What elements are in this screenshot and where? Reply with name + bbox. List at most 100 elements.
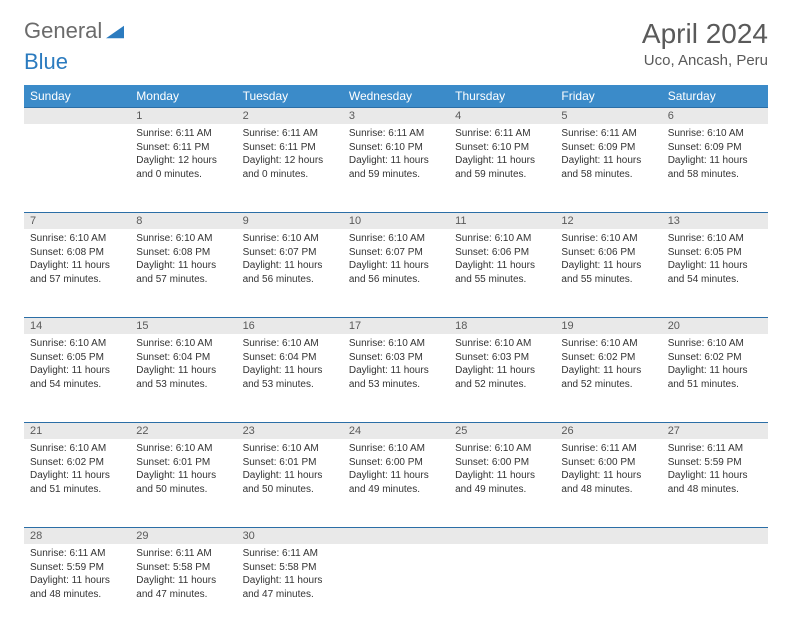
calendar-body: 123456Sunrise: 6:11 AMSunset: 6:11 PMDay…	[24, 107, 768, 632]
day-number: 18	[449, 317, 555, 334]
weekday-header: Sunday	[24, 85, 130, 107]
day-data: Sunrise: 6:10 AMSunset: 6:06 PMDaylight:…	[449, 229, 555, 292]
day-cell: Sunrise: 6:11 AMSunset: 6:10 PMDaylight:…	[343, 124, 449, 212]
day-cell: Sunrise: 6:10 AMSunset: 6:05 PMDaylight:…	[662, 229, 768, 317]
day-data: Sunrise: 6:11 AMSunset: 6:09 PMDaylight:…	[555, 124, 661, 187]
title-block: April 2024 Uco, Ancash, Peru	[642, 18, 768, 69]
day-data: Sunrise: 6:11 AMSunset: 6:11 PMDaylight:…	[237, 124, 343, 187]
logo-text-blue: Blue	[24, 49, 68, 75]
day-cell: Sunrise: 6:10 AMSunset: 6:02 PMDaylight:…	[24, 439, 130, 527]
day-number: 26	[555, 422, 661, 439]
day-data: Sunrise: 6:10 AMSunset: 6:03 PMDaylight:…	[449, 334, 555, 397]
day-number: 1	[130, 107, 236, 124]
day-number: 29	[130, 527, 236, 544]
logo: General	[24, 18, 126, 44]
day-data: Sunrise: 6:11 AMSunset: 5:58 PMDaylight:…	[130, 544, 236, 607]
empty-day	[662, 527, 768, 544]
empty-day	[343, 527, 449, 544]
day-cell: Sunrise: 6:10 AMSunset: 6:01 PMDaylight:…	[237, 439, 343, 527]
day-data: Sunrise: 6:11 AMSunset: 6:10 PMDaylight:…	[449, 124, 555, 187]
day-number: 16	[237, 317, 343, 334]
day-cell: Sunrise: 6:10 AMSunset: 6:01 PMDaylight:…	[130, 439, 236, 527]
day-number: 27	[662, 422, 768, 439]
logo-triangle-icon	[106, 25, 124, 39]
day-cell: Sunrise: 6:10 AMSunset: 6:06 PMDaylight:…	[555, 229, 661, 317]
day-data: Sunrise: 6:10 AMSunset: 6:01 PMDaylight:…	[130, 439, 236, 502]
day-cell	[343, 544, 449, 632]
month-title: April 2024	[642, 18, 768, 50]
weekday-header: Thursday	[449, 85, 555, 107]
day-number: 22	[130, 422, 236, 439]
day-cell: Sunrise: 6:10 AMSunset: 6:03 PMDaylight:…	[449, 334, 555, 422]
empty-day	[555, 527, 661, 544]
day-number: 8	[130, 212, 236, 229]
day-data: Sunrise: 6:10 AMSunset: 6:05 PMDaylight:…	[24, 334, 130, 397]
empty-day	[24, 107, 130, 124]
day-cell: Sunrise: 6:10 AMSunset: 6:08 PMDaylight:…	[24, 229, 130, 317]
day-cell: Sunrise: 6:10 AMSunset: 6:02 PMDaylight:…	[662, 334, 768, 422]
day-cell: Sunrise: 6:11 AMSunset: 6:00 PMDaylight:…	[555, 439, 661, 527]
day-data: Sunrise: 6:10 AMSunset: 6:02 PMDaylight:…	[662, 334, 768, 397]
day-data: Sunrise: 6:10 AMSunset: 6:08 PMDaylight:…	[130, 229, 236, 292]
day-number: 4	[449, 107, 555, 124]
day-number: 24	[343, 422, 449, 439]
day-data: Sunrise: 6:11 AMSunset: 5:58 PMDaylight:…	[237, 544, 343, 607]
day-number: 19	[555, 317, 661, 334]
day-number: 3	[343, 107, 449, 124]
day-number: 20	[662, 317, 768, 334]
day-number: 5	[555, 107, 661, 124]
day-data: Sunrise: 6:10 AMSunset: 6:00 PMDaylight:…	[449, 439, 555, 502]
day-cell: Sunrise: 6:10 AMSunset: 6:00 PMDaylight:…	[343, 439, 449, 527]
day-number: 15	[130, 317, 236, 334]
logo-text-gray: General	[24, 18, 102, 44]
day-number: 25	[449, 422, 555, 439]
day-data: Sunrise: 6:10 AMSunset: 6:00 PMDaylight:…	[343, 439, 449, 502]
day-cell: Sunrise: 6:11 AMSunset: 5:58 PMDaylight:…	[237, 544, 343, 632]
day-cell: Sunrise: 6:10 AMSunset: 6:06 PMDaylight:…	[449, 229, 555, 317]
day-number: 28	[24, 527, 130, 544]
day-number: 13	[662, 212, 768, 229]
location-subtitle: Uco, Ancash, Peru	[642, 52, 768, 69]
day-cell	[449, 544, 555, 632]
day-cell: Sunrise: 6:10 AMSunset: 6:07 PMDaylight:…	[343, 229, 449, 317]
day-cell: Sunrise: 6:10 AMSunset: 6:08 PMDaylight:…	[130, 229, 236, 317]
day-data: Sunrise: 6:10 AMSunset: 6:02 PMDaylight:…	[555, 334, 661, 397]
day-data: Sunrise: 6:10 AMSunset: 6:01 PMDaylight:…	[237, 439, 343, 502]
day-cell: Sunrise: 6:11 AMSunset: 5:59 PMDaylight:…	[662, 439, 768, 527]
day-cell: Sunrise: 6:10 AMSunset: 6:02 PMDaylight:…	[555, 334, 661, 422]
day-cell: Sunrise: 6:10 AMSunset: 6:03 PMDaylight:…	[343, 334, 449, 422]
weekday-header: Wednesday	[343, 85, 449, 107]
day-data: Sunrise: 6:11 AMSunset: 6:00 PMDaylight:…	[555, 439, 661, 502]
day-data: Sunrise: 6:10 AMSunset: 6:06 PMDaylight:…	[555, 229, 661, 292]
day-cell: Sunrise: 6:10 AMSunset: 6:04 PMDaylight:…	[237, 334, 343, 422]
day-number: 11	[449, 212, 555, 229]
day-cell	[555, 544, 661, 632]
day-number: 12	[555, 212, 661, 229]
day-data: Sunrise: 6:11 AMSunset: 6:10 PMDaylight:…	[343, 124, 449, 187]
day-cell: Sunrise: 6:11 AMSunset: 5:59 PMDaylight:…	[24, 544, 130, 632]
day-number: 10	[343, 212, 449, 229]
day-cell: Sunrise: 6:11 AMSunset: 6:10 PMDaylight:…	[449, 124, 555, 212]
weekday-header: Saturday	[662, 85, 768, 107]
weekday-header: Friday	[555, 85, 661, 107]
day-number: 14	[24, 317, 130, 334]
day-cell: Sunrise: 6:11 AMSunset: 6:09 PMDaylight:…	[555, 124, 661, 212]
day-data: Sunrise: 6:11 AMSunset: 6:11 PMDaylight:…	[130, 124, 236, 187]
day-data: Sunrise: 6:10 AMSunset: 6:05 PMDaylight:…	[662, 229, 768, 292]
day-data: Sunrise: 6:11 AMSunset: 5:59 PMDaylight:…	[662, 439, 768, 502]
day-number: 7	[24, 212, 130, 229]
day-number: 2	[237, 107, 343, 124]
day-data: Sunrise: 6:10 AMSunset: 6:04 PMDaylight:…	[130, 334, 236, 397]
day-data: Sunrise: 6:10 AMSunset: 6:03 PMDaylight:…	[343, 334, 449, 397]
day-data: Sunrise: 6:10 AMSunset: 6:07 PMDaylight:…	[343, 229, 449, 292]
calendar-header-row: SundayMondayTuesdayWednesdayThursdayFrid…	[24, 85, 768, 107]
weekday-header: Monday	[130, 85, 236, 107]
day-number: 6	[662, 107, 768, 124]
day-cell: Sunrise: 6:11 AMSunset: 6:11 PMDaylight:…	[237, 124, 343, 212]
calendar-table: SundayMondayTuesdayWednesdayThursdayFrid…	[24, 85, 768, 632]
day-data: Sunrise: 6:10 AMSunset: 6:07 PMDaylight:…	[237, 229, 343, 292]
day-cell: Sunrise: 6:11 AMSunset: 6:11 PMDaylight:…	[130, 124, 236, 212]
day-cell: Sunrise: 6:10 AMSunset: 6:09 PMDaylight:…	[662, 124, 768, 212]
day-cell: Sunrise: 6:11 AMSunset: 5:58 PMDaylight:…	[130, 544, 236, 632]
day-data: Sunrise: 6:10 AMSunset: 6:04 PMDaylight:…	[237, 334, 343, 397]
